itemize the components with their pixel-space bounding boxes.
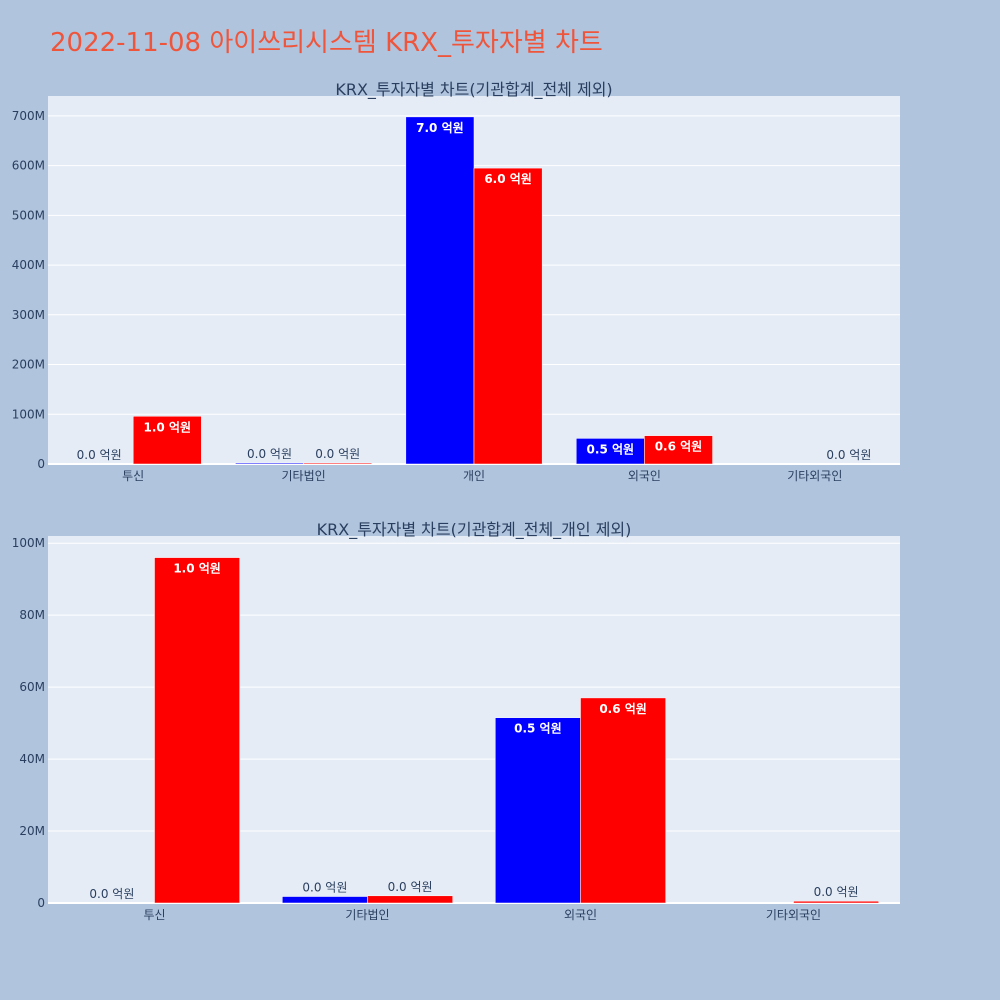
bar bbox=[303, 462, 373, 465]
bar bbox=[282, 896, 368, 904]
bar bbox=[367, 895, 453, 904]
bar bbox=[580, 697, 666, 904]
y-tick-label: 40M bbox=[19, 752, 45, 766]
page-title: 2022-11-08 아이쓰리시스템 KRX_투자자별 차트 bbox=[50, 28, 603, 58]
y-tick-label: 700M bbox=[12, 109, 45, 123]
x-tick-label: 외국인 bbox=[628, 469, 661, 483]
bar-chart-excluding-institutions: KRX_투자자별 차트(기관합계_전체 제외) 0 100M 200M 300M 400M… bbox=[12, 80, 900, 483]
data-label: 1.0 억원 bbox=[144, 420, 192, 434]
data-label: 7.0 억원 bbox=[416, 121, 464, 135]
data-label: 0.0 억원 bbox=[826, 448, 871, 462]
x-tick-label: 기타외국인 bbox=[766, 908, 821, 922]
y-tick-label: 200M bbox=[12, 358, 45, 372]
bar-chart-excluding-institutions-and-individuals: KRX_투자자별 차트(기관합계_전체_개인 제외) 0 20M 40M 60M 80M 1… bbox=[12, 520, 900, 922]
x-tick-label: 기타법인 bbox=[345, 908, 389, 922]
bar bbox=[575, 438, 645, 465]
y-tick-label: 20M bbox=[19, 824, 45, 838]
y-tick-label: 100M bbox=[12, 407, 45, 421]
data-label: 0.0 억원 bbox=[388, 880, 433, 894]
y-tick-label: 80M bbox=[19, 608, 45, 622]
y-tick-label: 100M bbox=[12, 536, 45, 550]
x-tick-label: 외국인 bbox=[564, 908, 597, 922]
data-label: 1.0 억원 bbox=[173, 562, 221, 576]
bar bbox=[405, 116, 475, 465]
y-tick-label: 500M bbox=[12, 208, 45, 222]
bar bbox=[793, 900, 879, 904]
y-tick-label: 600M bbox=[12, 159, 45, 173]
bar bbox=[154, 557, 240, 904]
bar bbox=[235, 462, 304, 465]
x-tick-label: 개인 bbox=[463, 469, 485, 483]
bar bbox=[495, 717, 581, 904]
data-label: 0.0 억원 bbox=[814, 885, 859, 899]
y-tick-label: 0 bbox=[37, 896, 45, 910]
chart-title: KRX_투자자별 차트(기관합계_전체_개인 제외) bbox=[317, 520, 632, 540]
data-label: 0.6 억원 bbox=[655, 440, 703, 454]
data-label: 0.0 억원 bbox=[89, 887, 134, 901]
y-tick-label: 60M bbox=[19, 680, 45, 694]
chart-title: KRX_투자자별 차트(기관합계_전체 제외) bbox=[335, 80, 612, 100]
data-label: 0.5 억원 bbox=[514, 722, 562, 736]
data-label: 6.0 억원 bbox=[484, 172, 532, 186]
bar bbox=[644, 435, 713, 465]
data-label: 0.6 억원 bbox=[599, 702, 647, 716]
data-label: 0.0 억원 bbox=[302, 881, 347, 895]
data-label: 0.0 억원 bbox=[315, 447, 360, 461]
y-tick-label: 0 bbox=[37, 457, 45, 471]
data-label: 0.0 억원 bbox=[247, 447, 292, 461]
x-tick-label: 기타외국인 bbox=[787, 469, 842, 483]
x-tick-label: 투신 bbox=[143, 908, 165, 922]
y-tick-label: 400M bbox=[12, 258, 45, 272]
x-tick-label: 투신 bbox=[122, 469, 144, 483]
data-label: 0.0 억원 bbox=[77, 448, 122, 462]
x-tick-label: 기타법인 bbox=[282, 469, 326, 483]
bar bbox=[473, 167, 543, 465]
y-tick-label: 300M bbox=[12, 308, 45, 322]
data-label: 0.5 억원 bbox=[587, 442, 635, 456]
bar bbox=[132, 416, 202, 465]
